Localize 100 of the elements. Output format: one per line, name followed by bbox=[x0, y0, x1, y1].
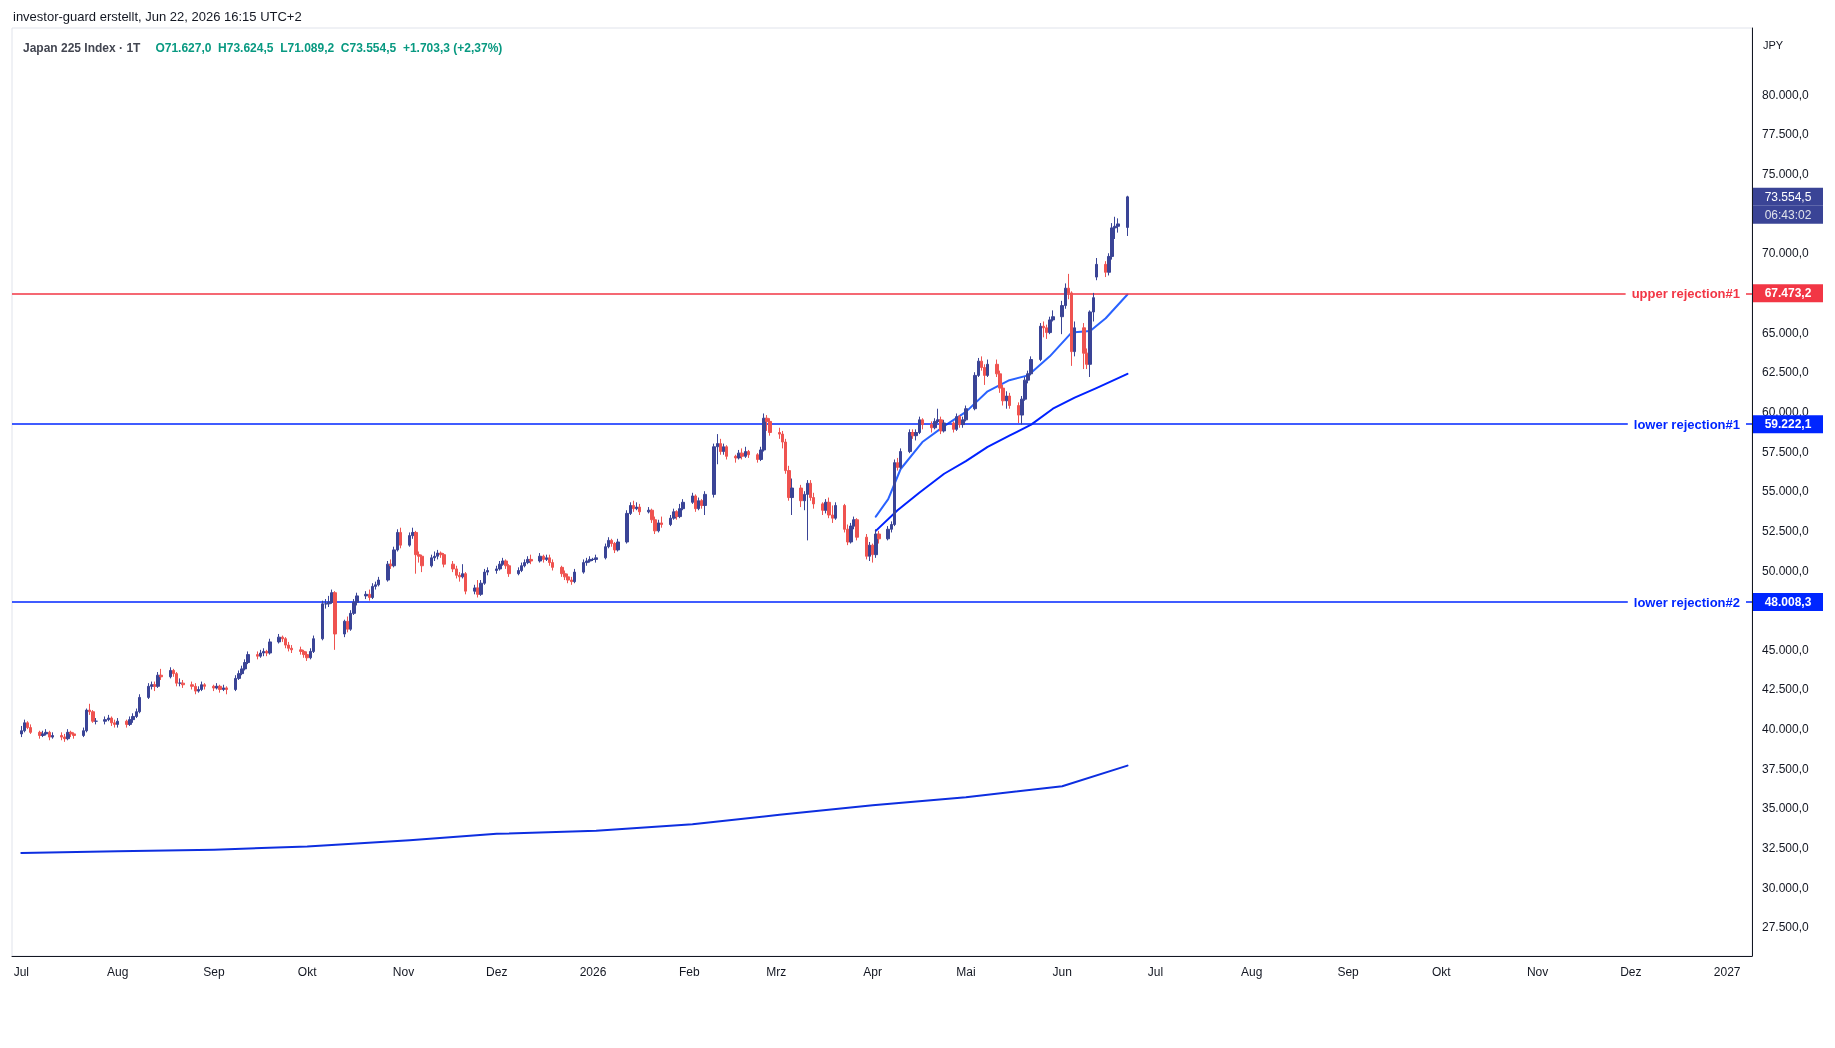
y-tick-label: 80.000,0 bbox=[1762, 87, 1810, 102]
y-tick-label: 55.000,0 bbox=[1762, 484, 1810, 499]
candlestick bbox=[414, 530, 418, 575]
candlestick bbox=[529, 554, 533, 565]
y-tick-label: 35.000,0 bbox=[1762, 801, 1810, 816]
candlestick bbox=[700, 498, 704, 510]
ref-line-label: upper rejection#1 bbox=[1631, 285, 1740, 301]
candlestick bbox=[855, 517, 859, 541]
candlestick bbox=[113, 719, 116, 729]
candlestick bbox=[1042, 320, 1045, 338]
text: 06:43:02 bbox=[1764, 207, 1812, 222]
text: JPY bbox=[1762, 39, 1784, 51]
text: 59.222,1 bbox=[1764, 417, 1812, 432]
text: 48.008,3 bbox=[1764, 595, 1812, 610]
candlestick bbox=[1039, 322, 1042, 362]
candlestick bbox=[566, 573, 570, 584]
candlestick bbox=[942, 419, 946, 434]
candlestick bbox=[212, 684, 216, 692]
candlestick bbox=[635, 501, 638, 511]
candlestick bbox=[548, 554, 551, 567]
candlestick bbox=[215, 682, 219, 690]
candlestick bbox=[582, 558, 585, 575]
candlestick bbox=[386, 560, 390, 583]
ref-line-label: lower rejection#1 bbox=[1633, 416, 1740, 432]
candlestick bbox=[542, 554, 545, 564]
candlestick bbox=[588, 555, 592, 564]
candlestick bbox=[277, 633, 281, 644]
candlestick bbox=[156, 671, 160, 689]
candlestick bbox=[930, 420, 933, 434]
candlestick bbox=[222, 684, 225, 692]
candlestick bbox=[1104, 260, 1107, 278]
candlestick bbox=[657, 519, 660, 533]
y-tick-label: 50.000,0 bbox=[1762, 563, 1810, 578]
candlestick bbox=[877, 530, 881, 545]
candlestick bbox=[131, 712, 135, 724]
text: Japan 225 Index · 1T bbox=[23, 41, 142, 55]
candlestick bbox=[302, 649, 306, 659]
candlestick bbox=[169, 666, 172, 679]
candlestick bbox=[874, 528, 878, 559]
candlestick bbox=[343, 619, 346, 638]
candlestick bbox=[911, 428, 915, 440]
candlestick bbox=[455, 565, 458, 579]
candlestick bbox=[23, 719, 26, 733]
y-tick-label: 75.000,0 bbox=[1762, 166, 1810, 181]
candlestick bbox=[368, 589, 371, 602]
candlestick bbox=[190, 681, 194, 690]
candlestick bbox=[51, 731, 54, 740]
candlestick bbox=[958, 414, 961, 429]
candlestick bbox=[632, 500, 635, 513]
candlestick bbox=[899, 447, 902, 470]
candlestick bbox=[1045, 324, 1048, 340]
candlestick bbox=[594, 554, 598, 564]
candlestick bbox=[827, 497, 831, 519]
y-tick-label: 37.500,0 bbox=[1762, 761, 1810, 776]
candlestick bbox=[507, 563, 511, 578]
candlestick bbox=[321, 600, 324, 641]
candlestick bbox=[44, 728, 48, 736]
candlestick bbox=[66, 728, 70, 741]
y-tick-label: 42.500,0 bbox=[1762, 682, 1810, 697]
candlestick bbox=[473, 584, 477, 595]
candlestick bbox=[203, 682, 206, 690]
candlestick bbox=[1073, 320, 1076, 357]
candlestick bbox=[408, 531, 411, 548]
candlestick bbox=[563, 570, 567, 581]
candlestick bbox=[200, 681, 203, 692]
candlestick bbox=[523, 558, 526, 568]
candlestick bbox=[290, 644, 293, 654]
candlestick bbox=[986, 359, 989, 378]
chart-title: investor-guard erstellt, Jun 22, 2026 16:15 UTC+2 bbox=[13, 9, 302, 24]
candlestick bbox=[740, 447, 744, 460]
candlestick bbox=[265, 649, 269, 657]
y-tick-label: 45.000,0 bbox=[1762, 642, 1810, 657]
x-tick-label: Okt bbox=[297, 965, 318, 979]
candlestick bbox=[225, 685, 228, 695]
x-tick-label: Jun bbox=[1052, 965, 1072, 979]
text: 67.473,2 bbox=[1764, 286, 1812, 301]
candlestick bbox=[63, 733, 67, 743]
candlestick bbox=[26, 720, 29, 730]
candlestick bbox=[268, 638, 272, 656]
candlestick bbox=[194, 682, 197, 695]
candlestick bbox=[538, 552, 542, 564]
candlestick bbox=[399, 527, 402, 549]
x-tick-label: Aug bbox=[106, 965, 129, 979]
candlestick bbox=[364, 590, 368, 600]
candlestick bbox=[734, 454, 738, 464]
candlestick bbox=[181, 679, 185, 689]
candlestick bbox=[952, 420, 955, 434]
candlestick bbox=[744, 446, 747, 459]
candlestick bbox=[430, 554, 433, 568]
y-tick-label: 30.000,0 bbox=[1762, 880, 1810, 895]
candlestick bbox=[570, 576, 573, 586]
candlestick bbox=[110, 715, 113, 727]
candlestick bbox=[287, 641, 290, 652]
x-tick-label: Okt bbox=[1431, 965, 1452, 979]
candlestick bbox=[896, 457, 899, 472]
candlestick bbox=[697, 497, 700, 511]
x-tick-label: Dez bbox=[1620, 965, 1642, 979]
x-tick-label: Sep bbox=[1337, 965, 1360, 979]
y-tick-label: 27.500,0 bbox=[1762, 920, 1810, 935]
x-tick-label: Nov bbox=[1526, 965, 1549, 979]
